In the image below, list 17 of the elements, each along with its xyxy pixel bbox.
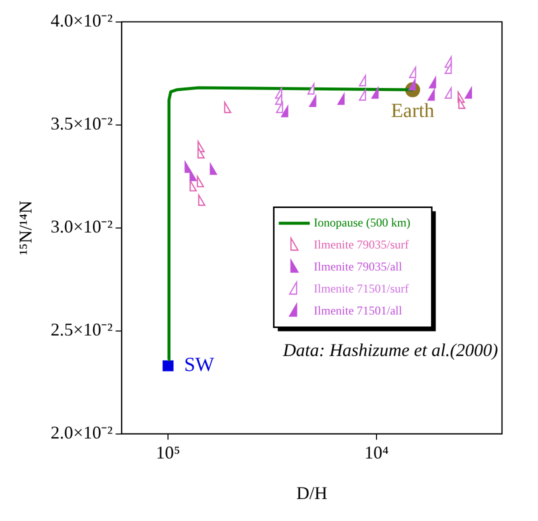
legend-label: Ilmenite 71501/surf <box>314 281 409 296</box>
annotation: SW <box>184 354 214 376</box>
annotation: Earth <box>390 100 434 122</box>
y-tick-label: 3.0×10⁻² <box>50 216 113 237</box>
legend-label: Ionopause (500 km) <box>314 215 410 230</box>
annotation: Data: Hashizume et al.(2000) <box>282 340 498 360</box>
legend-label: Ilmenite 79035/all <box>314 259 403 274</box>
y-axis-title: ¹⁵N/¹⁴N <box>16 200 36 255</box>
y-tick-label: 2.5×10⁻² <box>50 320 113 340</box>
y-tick-label: 2.0×10⁻² <box>50 422 113 443</box>
y-tick-label: 3.5×10⁻² <box>50 114 113 134</box>
legend-label: Ilmenite 71501/all <box>314 303 403 318</box>
y-tick-label: 4.0×10⁻² <box>50 10 113 31</box>
x-tick-label: 10⁴ <box>364 442 389 462</box>
x-tick-label: 10⁵ <box>156 442 180 462</box>
x-axis-title: D/H <box>296 482 328 503</box>
legend-label: Ilmenite 79035/surf <box>314 237 409 252</box>
